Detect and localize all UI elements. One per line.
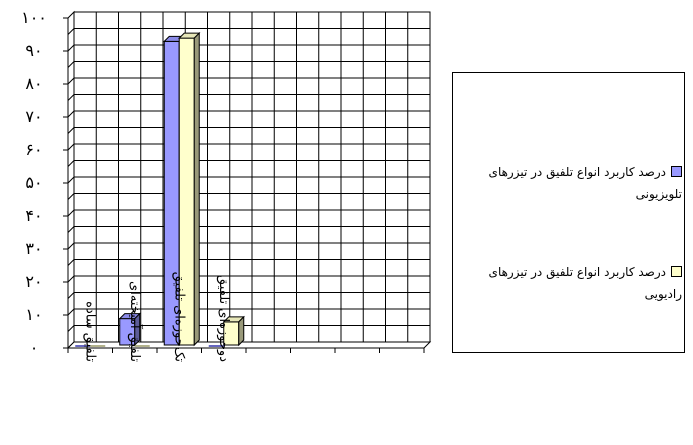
x-tick-label: تلفیق ساده (82, 301, 97, 362)
bar-3-series-1 (222, 315, 245, 347)
bar-side (134, 312, 141, 347)
y-tick-label: ۶۰ (25, 140, 42, 159)
gridline-side (67, 28, 75, 35)
legend-label-radio: درصد کاربرد انواع تلفیق در تیزرهای رادیو… (488, 265, 682, 301)
gridline-side (67, 44, 75, 52)
y-axis: ۰ ۱۰ ۲۰ ۳۰ ۴۰ ۵۰ ۶۰ ۷۰ ۸۰ ۹۰ ۱۰۰ (21, 8, 425, 357)
gridline-side (67, 259, 75, 266)
bars (75, 31, 245, 347)
y-tick-label: ۳۰ (25, 239, 42, 258)
gridline-side (67, 61, 75, 68)
x-axis-labels: تلفیق ساده تلفیق آمیخته‌ای تک‌حوزه‌ای تلفی… (82, 272, 231, 363)
x-tick-label: تلفیق آمیخته‌ای (127, 281, 144, 362)
bar-side (193, 31, 200, 347)
gridline-side (67, 94, 75, 101)
gridline-side (67, 209, 75, 217)
bar-2-series-1 (178, 31, 201, 347)
chart-walls (66, 10, 432, 350)
y-tick-label: ۸۰ (25, 74, 42, 93)
gridline-side (67, 77, 75, 85)
gridline-side (67, 176, 75, 184)
legend-item-radio: درصد کاربرد انواع تلفیق در تیزرهای رادیو… (454, 261, 682, 305)
legend-label-tv: درصد کاربرد انواع تلفیق در تیزرهای تلویز… (488, 165, 682, 201)
gridline-side (67, 226, 75, 233)
y-tick-label: ۰ (30, 338, 39, 357)
gridline-side (67, 110, 75, 118)
gridline-side (67, 127, 75, 134)
y-tick-label: ۱۰ (25, 305, 42, 324)
y-tick-label: ۴۰ (25, 206, 42, 225)
legend-swatch-tv (671, 166, 682, 177)
legend-swatch-radio (671, 266, 682, 277)
gridline-side (67, 275, 75, 283)
y-tick-label: ۱۰۰ (21, 8, 47, 27)
bar-1-series-0 (118, 312, 141, 347)
gridline-side (67, 292, 75, 299)
legend-item-tv: درصد کاربرد انواع تلفیق در تیزرهای تلویز… (454, 161, 682, 205)
x-tick-label: تک‌حوزه‌ای تلفیق (171, 272, 186, 363)
gridline-side (67, 308, 75, 316)
gridline-side (67, 193, 75, 200)
x-tick-label: دوحوزه‌ای تلفیق (216, 275, 231, 362)
legend: درصد کاربرد انواع تلفیق در تیزرهای تلویز… (452, 72, 685, 353)
y-tick-label: ۲۰ (25, 272, 42, 291)
y-tick-label: ۹۰ (25, 41, 42, 60)
gridline-side (67, 143, 75, 151)
gridline-side (67, 242, 75, 250)
y-tick-label: ۵۰ (25, 173, 42, 192)
y-tick-label: ۷۰ (25, 107, 42, 126)
bar-side (238, 315, 245, 347)
gridline-side (67, 160, 75, 167)
gridlines (67, 12, 430, 342)
gridline-side (67, 325, 75, 332)
